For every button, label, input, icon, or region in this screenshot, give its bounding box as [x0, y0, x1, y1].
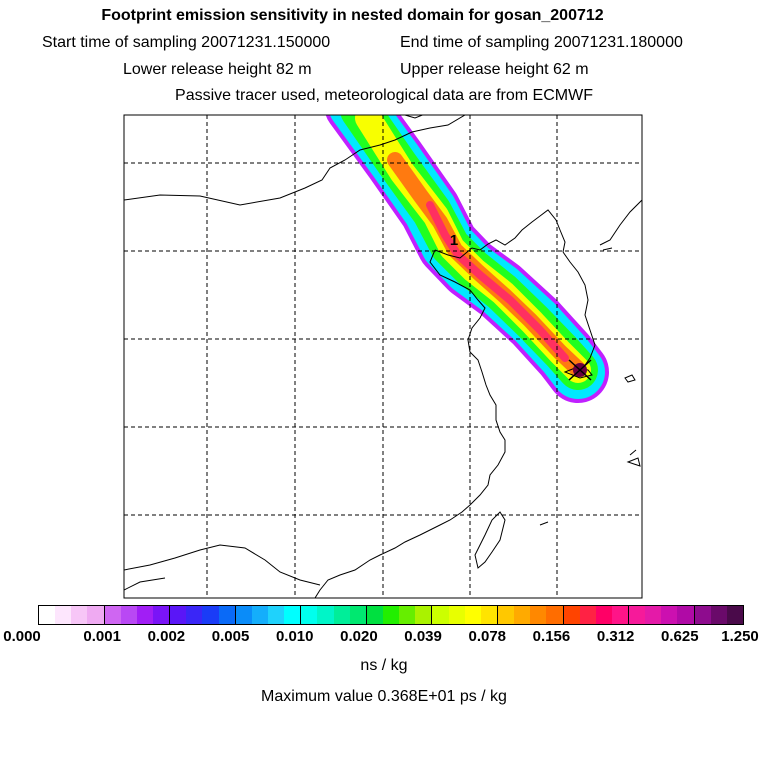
colorbar-cell	[365, 606, 383, 624]
colorbar-tick-label: 0.156	[532, 628, 571, 645]
colorbar-cell	[55, 606, 72, 624]
colorbar-tick-label: 0.002	[147, 628, 186, 645]
colorbar-cell	[87, 606, 104, 624]
colorbar-tick-label: 0.005	[211, 628, 250, 645]
upper-release-label: Upper release height 62 m	[400, 61, 589, 78]
colorbar-cell	[169, 606, 187, 624]
colorbar-cell	[514, 606, 531, 624]
tracer-info-label: Passive tracer used, meteorological data…	[175, 87, 593, 104]
receptor-marker	[568, 359, 592, 381]
colorbar-tick-label: 1.250	[721, 628, 759, 645]
colorbar-tick-label: 0.312	[596, 628, 635, 645]
colorbar-cell	[136, 606, 153, 624]
colorbar-cell	[431, 606, 449, 624]
colorbar-cell	[202, 606, 219, 624]
colorbar-cell	[448, 606, 465, 624]
colorbar-cell	[677, 606, 694, 624]
colorbar-unit: ns / kg	[360, 657, 408, 674]
colorbar-cell	[628, 606, 646, 624]
colorbar-cell	[251, 606, 268, 624]
colorbar-cell	[415, 606, 432, 624]
colorbar-tick-label: 0.078	[468, 628, 507, 645]
colorbar-tick-label: 0.039	[404, 628, 442, 645]
colorbar	[38, 605, 744, 625]
colorbar-cell	[464, 606, 481, 624]
colorbar-cell	[611, 606, 629, 624]
colorbar-tick-label: 0.020	[340, 628, 378, 645]
colorbar-cell	[496, 606, 515, 624]
lat-lon-grid	[124, 115, 642, 598]
colorbar-tick-label: 0.001	[83, 628, 121, 645]
colorbar-cell	[267, 606, 285, 624]
colorbar-cell	[152, 606, 170, 624]
colorbar-cell	[562, 606, 580, 624]
colorbar-cell	[71, 606, 88, 624]
colorbar-cell	[120, 606, 137, 624]
colorbar-cell	[186, 606, 203, 624]
colorbar-cell	[595, 606, 612, 624]
colorbar-cell	[693, 606, 711, 624]
plume	[325, 115, 609, 403]
colorbar-tick-label: 0.625	[661, 628, 699, 645]
colorbar-cell	[399, 606, 416, 624]
footprint-map: 1	[123, 114, 643, 599]
colorbar-tick-label: 0.000	[3, 628, 41, 645]
colorbar-cell	[284, 606, 301, 624]
colorbar-cell	[234, 606, 252, 624]
colorbar-cell	[382, 606, 400, 624]
start-time-label: Start time of sampling 20071231.150000	[42, 34, 331, 51]
colorbar-cell	[645, 606, 662, 624]
colorbar-cell	[349, 606, 366, 624]
colorbar-cell	[579, 606, 596, 624]
colorbar-cell	[661, 606, 678, 624]
end-time-label: End time of sampling 20071231.180000	[400, 34, 683, 51]
colorbar-cell	[317, 606, 334, 624]
figure-title: Footprint emission sensitivity in nested…	[101, 7, 604, 24]
colorbar-cell	[300, 606, 318, 624]
colorbar-cell	[333, 606, 350, 624]
colorbar-cell	[546, 606, 563, 624]
colorbar-tick-label: 0.010	[275, 628, 314, 645]
colorbar-cell	[480, 606, 497, 624]
colorbar-cell	[218, 606, 235, 624]
lower-release-label: Lower release height 82 m	[123, 61, 312, 78]
map-frame	[123, 114, 643, 599]
plume-core-band	[426, 201, 569, 362]
colorbar-cell	[103, 606, 121, 624]
plume-age-label: 1	[450, 232, 458, 249]
colorbar-ticks: 0.000 0.001 0.002 0.005 0.010 0.020 0.039 0.078…	[0, 628, 768, 648]
colorbar-cell	[39, 606, 56, 624]
colorbar-cell	[530, 606, 547, 624]
colorbar-cell	[710, 606, 727, 624]
maximum-value-label: Maximum value 0.368E+01 ps / kg	[261, 688, 507, 705]
colorbar-cell	[726, 606, 744, 624]
